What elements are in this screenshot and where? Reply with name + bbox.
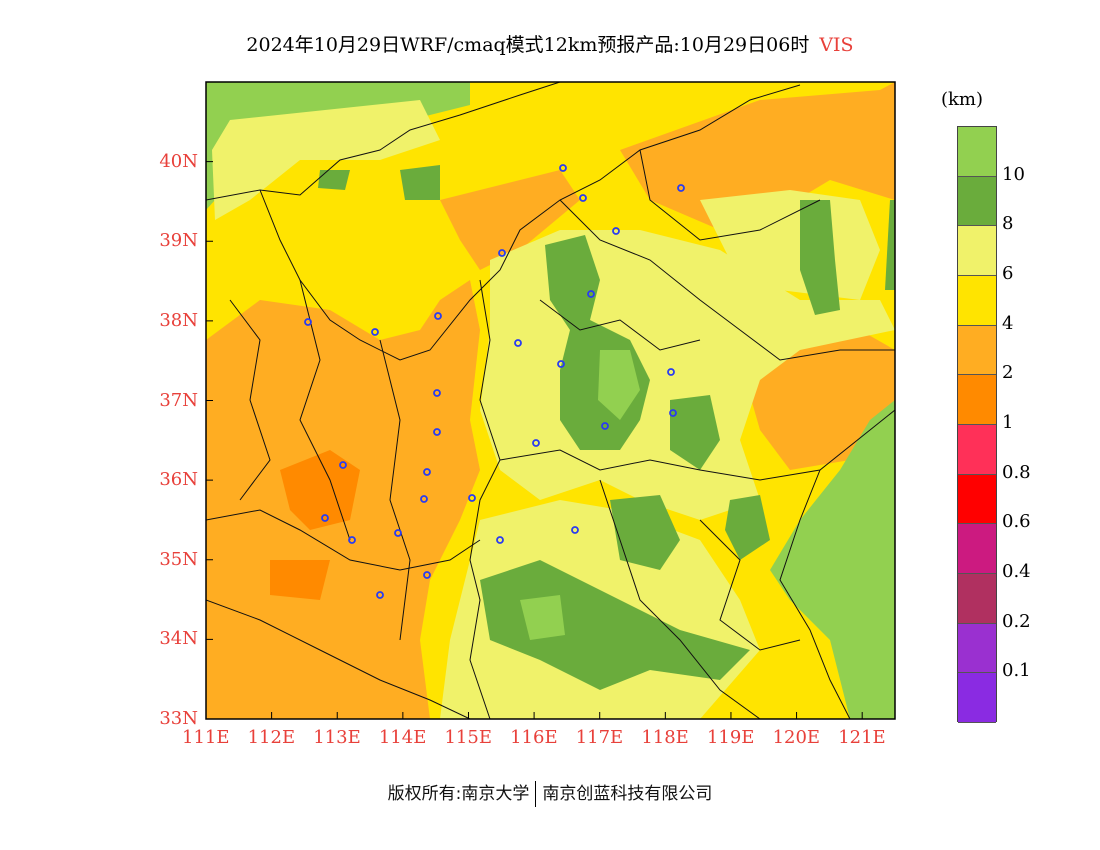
- footer: 版权所有:南京大学 南京创蓝科技有限公司: [0, 779, 1100, 807]
- footer-separator: [535, 781, 537, 807]
- lat-label: 39N: [159, 230, 198, 252]
- lat-label: 35N: [159, 548, 198, 570]
- colorbar-label: 8: [1002, 213, 1014, 235]
- colorbar-segment: [958, 176, 996, 227]
- lon-label: 119E: [706, 727, 755, 748]
- colorbar-label: 0.1: [1002, 660, 1031, 682]
- footer-copyright: 版权所有:南京大学: [387, 784, 530, 804]
- colorbar-label: 0.6: [1002, 511, 1031, 533]
- colorbar-segment: [958, 524, 996, 574]
- colorbar-label: 1: [1002, 412, 1014, 433]
- lat-label: 40N: [159, 150, 198, 172]
- title-main: 2024年10月29日WRF/cmaq模式12km预报产品:10月29日06时: [246, 34, 810, 56]
- lon-label: 115E: [444, 727, 492, 748]
- colorbar-label: 0.2: [1002, 610, 1031, 632]
- colorbar-label: 6: [1002, 263, 1014, 284]
- title-variable: VIS: [819, 34, 854, 56]
- visibility-field: [206, 82, 895, 719]
- colorbar-label: 4: [1002, 312, 1014, 334]
- colorbar-label: 0.8: [1002, 461, 1031, 483]
- lon-label: 116E: [510, 727, 558, 748]
- lon-label: 112E: [247, 727, 296, 748]
- city-markers: [304, 164, 685, 599]
- colorbar-segment: [958, 127, 996, 177]
- lat-label: 37N: [159, 389, 198, 411]
- axis-ticks: [205, 161, 863, 720]
- colorbar-segment: [958, 673, 996, 723]
- colorbar-segment: [958, 375, 996, 425]
- colorbar: [957, 126, 997, 723]
- lat-label: 33N: [159, 708, 198, 729]
- colorbar-segment: [958, 275, 996, 326]
- lat-label: 38N: [159, 309, 198, 331]
- colorbar-segment: [958, 226, 996, 276]
- colorbar-segment: [958, 325, 996, 376]
- footer-company: 南京创蓝科技有限公司: [542, 784, 713, 804]
- lon-label: 118E: [641, 727, 689, 748]
- lon-label: 113E: [313, 727, 361, 748]
- lon-label: 120E: [772, 727, 821, 748]
- colorbar-label: 10: [1002, 163, 1025, 185]
- lon-label: 117E: [575, 727, 624, 748]
- province-boundaries: [206, 82, 895, 719]
- colorbar-segment: [958, 573, 996, 624]
- colorbar-label: 0.4: [1002, 561, 1031, 582]
- colorbar-segment: [958, 474, 996, 525]
- colorbar-label: 2: [1002, 362, 1014, 384]
- lon-label: 111E: [182, 727, 230, 748]
- colorbar-segment: [958, 623, 996, 674]
- colorbar-unit: (km): [941, 89, 984, 110]
- lon-label: 114E: [378, 727, 427, 748]
- lat-label: 36N: [159, 469, 198, 491]
- lat-label: 34N: [159, 628, 198, 650]
- map-title: 2024年10月29日WRF/cmaq模式12km预报产品:10月29日06时 V…: [0, 30, 1100, 57]
- colorbar-segment: [958, 424, 996, 475]
- lon-label: 121E: [838, 727, 886, 748]
